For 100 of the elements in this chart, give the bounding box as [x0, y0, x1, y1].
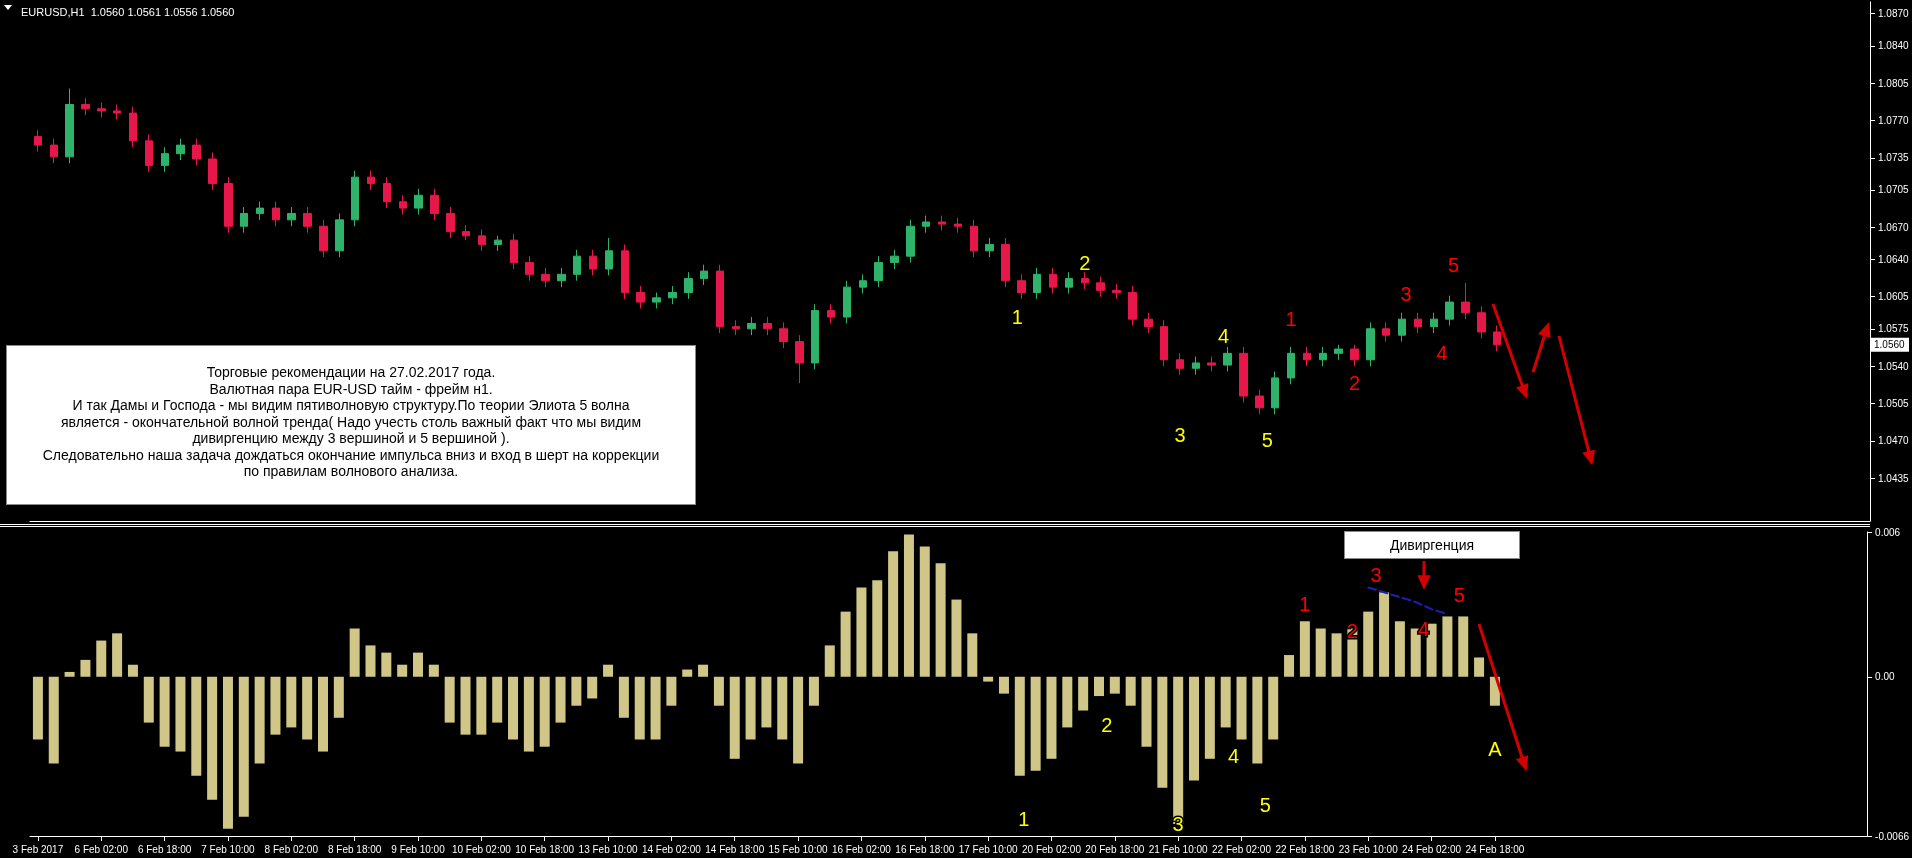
bar — [761, 676, 772, 728]
y-tick-label: 1.0670 — [1878, 221, 1910, 233]
candlestick — [367, 170, 375, 191]
bar — [603, 664, 614, 677]
bar — [587, 676, 598, 699]
candlestick — [303, 206, 312, 234]
bar — [317, 676, 328, 752]
candlestick — [843, 280, 851, 324]
chart-title: EURUSD,H1 1.0560 1.0561 1.0556 1.0560 — [21, 5, 235, 18]
candlestick — [605, 237, 613, 276]
candlestick — [1144, 312, 1153, 334]
bar — [777, 676, 788, 740]
annotation: 5 — [1261, 428, 1273, 451]
x-tick-label: 22 Feb 18:00 — [1275, 843, 1335, 855]
bar — [1189, 676, 1200, 781]
bar — [951, 599, 962, 677]
bar — [96, 640, 107, 677]
bar — [175, 676, 186, 752]
candlestick — [1033, 267, 1041, 300]
bar — [270, 676, 281, 735]
bar — [1252, 676, 1263, 764]
candlestick — [1192, 356, 1200, 376]
candlestick — [1334, 344, 1343, 361]
bar — [983, 676, 994, 682]
y-tick-label: 1.0435 — [1878, 472, 1910, 484]
bar — [444, 676, 455, 723]
annotation: 2 — [1348, 372, 1361, 395]
x-tick-label: 16 Feb 02:00 — [831, 843, 892, 855]
bar — [207, 676, 218, 800]
candlestick — [256, 201, 264, 221]
bar — [1046, 676, 1057, 759]
candlestick — [732, 319, 740, 336]
candlestick — [145, 133, 153, 173]
x-tick-label: 8 Feb 18:00 — [327, 843, 382, 855]
y-tick-label: 0.006 — [1875, 526, 1901, 538]
candlestick — [954, 217, 962, 234]
bar — [1363, 611, 1374, 677]
annotation: A — [1488, 738, 1503, 761]
candlestick — [668, 285, 677, 305]
note-box: Дивиргенция — [1344, 531, 1520, 559]
bar — [1220, 676, 1231, 728]
bar — [1458, 616, 1469, 677]
bar — [539, 676, 550, 747]
y-tick-label: 0.00 — [1875, 671, 1895, 683]
bar — [349, 628, 360, 677]
candlestick — [240, 206, 248, 234]
candlestick — [414, 188, 423, 216]
bar — [1204, 676, 1215, 759]
bar — [840, 611, 851, 677]
bar — [143, 676, 154, 723]
x-tick-label: 15 Feb 10:00 — [768, 843, 828, 855]
candlestick — [272, 201, 280, 227]
candlestick — [224, 176, 233, 234]
bar — [935, 563, 946, 677]
bar — [713, 676, 724, 706]
bar — [333, 676, 344, 718]
candlestick — [874, 255, 883, 288]
bar — [1474, 657, 1485, 677]
bar — [618, 676, 629, 718]
bar — [1284, 655, 1295, 677]
bar — [1109, 676, 1120, 694]
candlestick — [557, 267, 566, 288]
y-tick-label: 1.0805 — [1878, 77, 1910, 89]
bar — [112, 633, 123, 677]
candlestick — [1223, 346, 1232, 372]
candlestick — [113, 104, 121, 120]
candlestick — [1207, 356, 1216, 372]
annotation: 1 — [1018, 808, 1030, 831]
candlestick — [1477, 305, 1486, 339]
bar — [428, 664, 439, 677]
bar — [650, 676, 661, 740]
bar — [808, 676, 819, 706]
x-tick-label: 6 Feb 18:00 — [137, 843, 192, 855]
candlestick — [478, 228, 486, 252]
annotation: 5 — [1259, 793, 1271, 816]
bar — [1236, 676, 1247, 740]
candlestick — [1065, 271, 1073, 295]
bar — [856, 587, 867, 677]
bar — [523, 676, 534, 752]
x-tick-label: 23 Feb 10:00 — [1338, 843, 1399, 855]
candlestick — [1350, 344, 1359, 367]
candlestick — [1176, 352, 1184, 376]
annotation: 5 — [1453, 583, 1465, 606]
bar — [191, 676, 202, 776]
candlestick — [985, 237, 994, 258]
bar — [381, 652, 392, 677]
candlestick — [763, 316, 772, 336]
x-tick-label: 20 Feb 18:00 — [1085, 843, 1145, 855]
candlestick — [34, 129, 42, 153]
annotation: 2 — [1079, 251, 1091, 274]
bar — [729, 676, 740, 759]
candlestick — [1271, 370, 1279, 415]
candlestick — [621, 243, 629, 300]
bar — [64, 671, 75, 677]
x-tick-label: 6 Feb 02:00 — [74, 843, 129, 855]
candlestick — [129, 106, 137, 148]
candlestick — [383, 176, 391, 209]
candlestick — [287, 206, 296, 227]
bar — [238, 676, 249, 817]
x-tick-label: 10 Feb 02:00 — [451, 843, 512, 855]
